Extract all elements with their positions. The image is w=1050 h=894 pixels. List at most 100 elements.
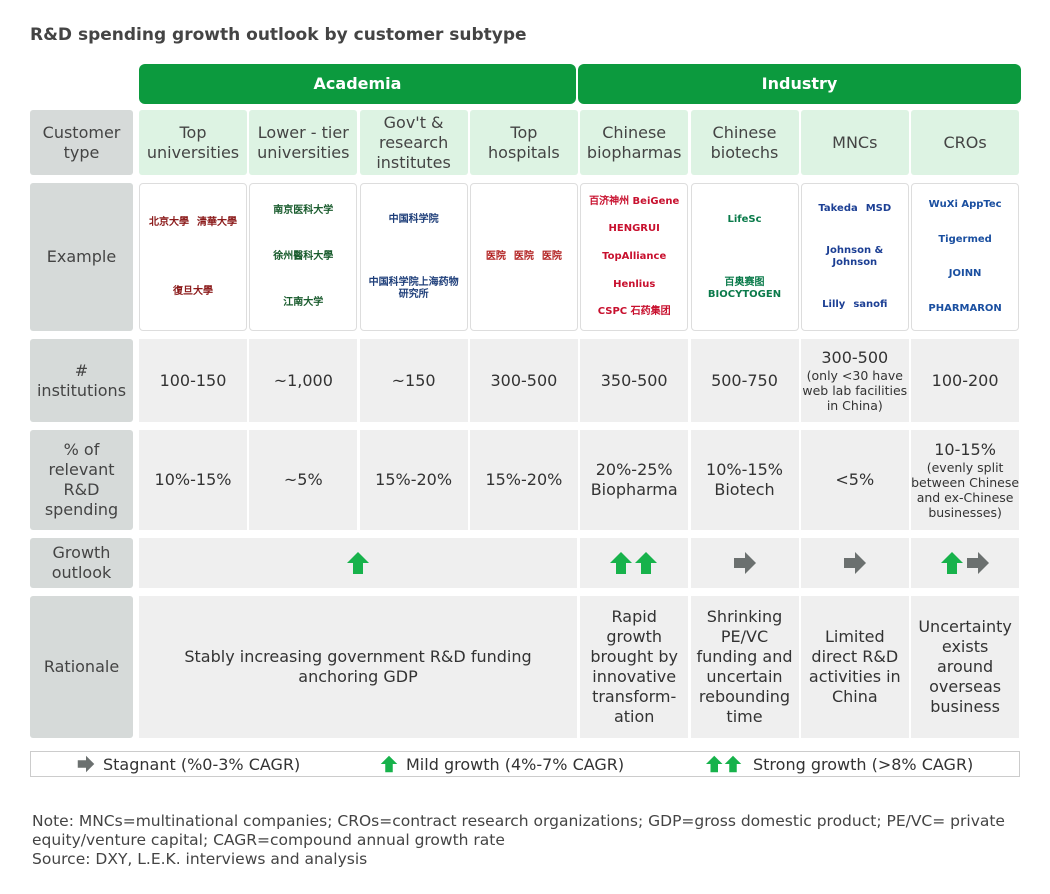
institutions-cell: 300-500 (only <30 have web lab facilities… [800,339,909,422]
spending-sub: Biopharma [590,480,678,499]
growth-cell [800,538,909,588]
institutions: ~1,000 [273,370,333,390]
example-cell: WuXi AppTec Tigermed JOINN PHARMARON [911,183,1020,331]
logo: 中国科学院 [388,213,439,225]
spending-cell: 15%-20% [469,430,578,530]
row-label: Customer type [30,110,133,175]
logo: sanofi [853,299,888,310]
arrow-stagnant [77,755,95,773]
logo: Lilly [822,299,846,310]
row-label: # institutions [30,339,133,422]
arrow-mild [380,755,398,773]
legend: Stagnant (%0-3% CAGR) Mild growth (4%-7% … [30,751,1020,777]
row-label: Rationale [30,596,133,738]
row-label: Growth outlook [30,538,133,588]
arrow-stagnant [843,552,866,574]
spending-note: (evenly split between Chinese and ex-Chi… [911,460,1020,520]
spending: 15%-20% [485,470,563,489]
logo: 医院 [541,251,562,262]
logo: WuXi AppTec [928,199,1002,211]
institutions-note: (only <30 have web lab facilities in Chi… [802,368,908,413]
logo: 医院 [485,251,506,262]
institutions: 100-200 [931,370,999,390]
logo: 百奥赛图 BIOCYTOGEN [707,276,782,300]
logo: MSD [865,203,892,214]
arrow-strong [610,552,658,574]
row-label: Example [30,183,133,331]
logo: 百济神州 BeiGene [589,195,680,207]
spending: 15%-20% [375,470,453,489]
spending-cell: ~5% [249,430,358,530]
logo: 南京医科大学 [273,205,334,216]
rationale: Uncertainty exists around overseas busin… [911,596,1020,738]
legend-item: Mild growth (4%-7% CAGR) [376,752,676,776]
spending-cell: 20%-25% Biopharma [580,430,689,530]
note-line: Note: MNCs=multinational companies; CROs… [32,812,1005,849]
arrow-strong [706,755,742,773]
spending-cell: 10%-15% [139,430,247,530]
spending: 10%-15% [706,460,783,479]
institutions-cell: ~150 [359,339,468,422]
subtype: Chinese biopharmas [580,110,689,175]
spending-cell: 15%-20% [359,430,468,530]
logo: 江南大学 [283,297,324,308]
legend-label: Mild growth (4%-7% CAGR) [406,754,625,774]
example-cell: 南京医科大学 徐州醫科大學 江南大学 [249,183,358,331]
logo: 医院 [513,251,534,262]
logo: LifeSc [727,213,762,225]
logo: HENGRUI [608,223,660,235]
example-cell: LifeSc 百奥赛图 BIOCYTOGEN [690,183,799,331]
growth-cell [580,538,689,588]
rationale: Limited direct R&D activities in China [800,596,909,738]
arrow-stagnant [733,552,756,574]
spending-cell: 10-15% (evenly split between Chinese and … [911,430,1020,530]
group-header: Industry [578,64,1021,104]
legend-label: Strong growth (>8% CAGR) [753,754,974,774]
spending-cell: <5% [800,430,909,530]
row-label: % of relevant R&D spending [30,430,133,530]
institutions: 300-500 [490,370,558,390]
spending: ~5% [283,470,323,489]
growth-cell [139,538,577,588]
subtype: Chinese biotechs [690,110,799,175]
spending-cell: 10%-15% Biotech [690,430,799,530]
group-header: Academia [139,64,576,104]
example-cell: 医院 医院 医院 [469,183,578,331]
subtype: Lower - tier universities [249,110,358,175]
logo: Takeda [818,203,858,214]
institutions-cell: ~1,000 [249,339,358,422]
logo: Johnson & Johnson [826,245,884,268]
logo: TopAlliance [602,250,667,262]
legend-item: Stagnant (%0-3% CAGR) [73,752,373,776]
logo: JOINN [948,268,982,280]
growth-cell [690,538,799,588]
example-cell: 百济神州 BeiGene HENGRUI TopAlliance Henlius CSP… [580,183,689,331]
subtype: MNCs [800,110,909,175]
institutions-cell: 500-750 [690,339,799,422]
logo: Henlius [613,278,656,290]
institutions-cell: 100-150 [139,339,247,422]
example-cell: 北京大學 清華大學 復旦大學 [139,183,247,331]
note-line: Source: DXY, L.E.K. interviews and analy… [32,850,368,868]
logo: 北京大學 [149,216,189,228]
logo: PHARMARON [928,302,1002,314]
rationale: Stably increasing government R&D funding… [139,596,577,738]
institutions-cell: 300-500 [469,339,578,422]
rationale: Rapid growth brought by innovative trans… [580,596,689,738]
subtype: CROs [911,110,1020,175]
spending: 10-15% [934,440,996,459]
rationale: Shrinking PE/VC funding and uncertain re… [690,596,799,738]
institutions-cell: 350-500 [580,339,689,422]
logo: 清華大學 [197,216,237,228]
logo: 徐州醫科大學 [273,251,334,262]
institutions: 300-500 [821,348,889,367]
subtype: Gov't & research institutes [359,110,468,175]
notes: Note: MNCs=multinational companies; CROs… [32,812,1017,872]
arrow-mild [347,552,369,574]
subtype: Top hospitals [469,110,578,175]
logo: 中国科学院上海药物研究所 [368,276,459,300]
legend-item: Strong growth (>8% CAGR) [699,752,999,776]
institutions: ~150 [391,370,436,390]
spending: 10%-15% [154,470,232,489]
